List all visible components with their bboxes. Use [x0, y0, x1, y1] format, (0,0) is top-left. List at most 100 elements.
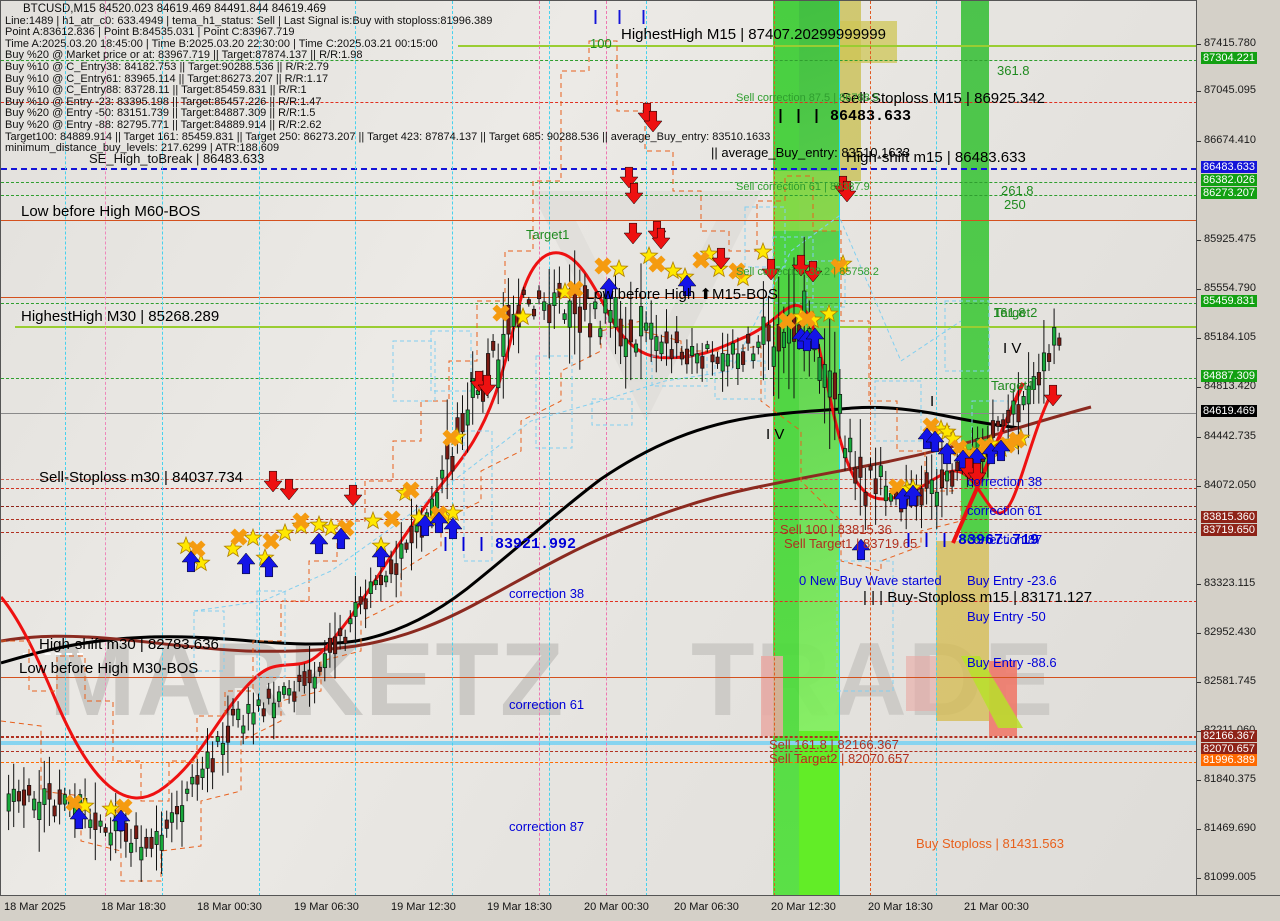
time-axis-label: 21 Mar 00:30 — [964, 901, 1029, 913]
price-tick — [1197, 44, 1201, 45]
vline-cyan-1 — [65, 1, 66, 895]
level-last-price — [1, 413, 1196, 414]
buy-arrow-icon — [925, 430, 945, 453]
annotation-wave-marker-I-a: I — [469, 369, 474, 386]
price-tick — [1197, 91, 1201, 92]
sell-arrow-icon — [803, 260, 823, 283]
zone-green-1 — [773, 1, 799, 895]
chart-plot-area[interactable]: MARKETZ TRADE — [0, 0, 1196, 895]
annotation-correction-38-right: correction 38 — [967, 474, 1043, 489]
time-axis[interactable]: 18 Mar 2025 18 Mar 18:30 18 Mar 00:30 19 Ma… — [0, 895, 1280, 921]
star-signal-icon — [699, 243, 719, 263]
cross-signal-icon — [383, 510, 401, 528]
header-line-0: Line:1489 | h1_atr_c0: 633.4949 | tema_h… — [5, 14, 493, 27]
level-sell-100 — [1, 519, 1196, 520]
price-axis-label: 84813.420 — [1204, 380, 1256, 392]
annotation-buy-entry-23-6: Buy Entry -23.6 — [967, 573, 1057, 588]
annotation-sell-target2: Sell Target2 | 82070.657 — [769, 751, 910, 766]
header-line-5: Buy %10 @ C_Entry61: 83965.114 || Target… — [5, 72, 329, 85]
price-axis-label: 83323.115 — [1204, 577, 1256, 589]
price-axis-tag: 82070.657 — [1201, 743, 1257, 755]
star-signal-icon — [223, 538, 243, 558]
header-line-2: Time A:2025.03.20 18:45:00 | Time B:2025… — [5, 37, 438, 50]
level-sky-band — [1, 741, 1196, 745]
price-series-layer — [1, 40, 1092, 882]
star-signal-icon — [409, 507, 429, 527]
price-axis-label: 82581.745 — [1204, 675, 1256, 687]
price-tick — [1197, 682, 1201, 683]
annotation-target1-right: Target1 — [991, 378, 1035, 393]
annotation-sell-correction-875: Sell correction 87.5 | 86788.5 — [736, 92, 879, 104]
price-tick — [1197, 486, 1201, 487]
annotation-sell-100: Sell 100 | 83815.36 — [780, 522, 892, 537]
price-axis-tag: 81996.389 — [1201, 754, 1257, 766]
buy-arrow-icon — [181, 550, 201, 573]
level-last-signal-stoploss — [1, 762, 1196, 763]
time-axis-label: 20 Mar 12:30 — [771, 901, 836, 913]
buy-arrow-icon — [903, 484, 923, 507]
star-signal-icon — [75, 795, 95, 815]
cross-signal-icon — [830, 258, 848, 276]
annotation-price-marker-86483: | | | 86483.633 — [776, 108, 912, 125]
buy-arrow-icon — [599, 277, 619, 300]
buy-arrow-icon — [309, 532, 329, 555]
header-line-1: Point A:83612.836 | Point B:84535.031 | … — [5, 26, 295, 39]
annotation-wave-marker-IV-b: I V — [1003, 340, 1022, 357]
vline-pink-2 — [539, 1, 540, 895]
level-sky-band-left — [1, 736, 1196, 737]
price-axis-tag: 84887.309 — [1201, 370, 1257, 382]
price-tick — [1197, 829, 1201, 830]
annotation-correction-38-left: correction 38 — [509, 586, 585, 601]
annotation-highest-high-m15: HighestHigh M15 | 87407.20299999999 — [621, 26, 886, 43]
cross-signal-icon — [1008, 431, 1026, 449]
price-axis-tag: 83815.360 — [1201, 511, 1257, 523]
price-axis-tag: 86382.026 — [1201, 174, 1257, 186]
price-tick — [1197, 387, 1201, 388]
vline-cyan-8 — [839, 1, 840, 895]
annotation-correction-87-left: correction 87 — [509, 819, 585, 834]
ma-darkred — [1, 405, 1092, 653]
level-high-shift-m30 — [23, 653, 83, 655]
time-axis-label: 20 Mar 18:30 — [868, 901, 933, 913]
price-axis-tag: 86273.207 — [1201, 187, 1257, 199]
ma-black — [1, 405, 1022, 665]
annotation-label-361-8: 361.8 — [997, 63, 1030, 78]
time-axis-label: 19 Mar 12:30 — [391, 901, 456, 913]
symbol-ohlc-line: BTCUSD,M15 84520.023 84619.469 84491.844… — [23, 3, 327, 15]
annotation-wave-marker-IV-a: I V — [766, 426, 785, 443]
buy-arrow-icon — [677, 274, 697, 297]
buy-arrow-icon — [111, 809, 131, 832]
vline-orange-2 — [870, 1, 871, 895]
price-axis-label: 87415.780 — [1204, 37, 1256, 49]
time-axis-label: 19 Mar 06:30 — [294, 901, 359, 913]
price-tick — [1197, 584, 1201, 585]
price-tick — [1197, 338, 1201, 339]
annotation-label-250: 250 — [1004, 197, 1026, 212]
sell-arrow-icon — [651, 227, 671, 250]
cross-signal-icon — [778, 312, 796, 330]
header-line-8: Buy %20 @ Entry -50: 83151.739 || Target… — [5, 107, 316, 120]
signal-markers-layer — [65, 102, 1063, 832]
price-axis[interactable]: 87415.780 87045.095 86674.410 85925.475 8555… — [1196, 0, 1280, 895]
annotation-sell-correction-61: Sell correction 61 | 86387.9 — [736, 181, 870, 193]
buy-arrow-icon — [259, 555, 279, 578]
vline-pink-1 — [105, 1, 106, 895]
annotation-sell-target1: Sell Target1 | 83719.65 — [784, 536, 918, 551]
level-low-before-high-m30 — [1, 677, 1196, 678]
vline-cyan-3 — [259, 1, 260, 895]
sell-arrow-icon — [263, 470, 283, 493]
level-buy-stoploss-m15 — [1, 601, 1196, 602]
annotation-correction-61-left: correction 61 — [509, 697, 585, 712]
star-signal-icon — [363, 510, 383, 530]
zone-pink-1 — [761, 656, 783, 736]
sell-arrow-icon — [343, 484, 363, 507]
sell-arrow-icon — [624, 182, 644, 205]
buy-arrow-icon — [443, 517, 463, 540]
time-axis-label: 20 Mar 00:30 — [584, 901, 649, 913]
annotation-correction-87-right: correction 87 — [967, 532, 1043, 547]
annotation-price-marker-83967: | | | 83967.719 — [904, 532, 1040, 549]
level-sell-target1 — [1, 532, 1196, 533]
cross-signal-icon — [262, 532, 280, 550]
annotation-sell-stoploss-m15: Sell-Stoploss M15 | 86925.342 — [841, 90, 1046, 107]
